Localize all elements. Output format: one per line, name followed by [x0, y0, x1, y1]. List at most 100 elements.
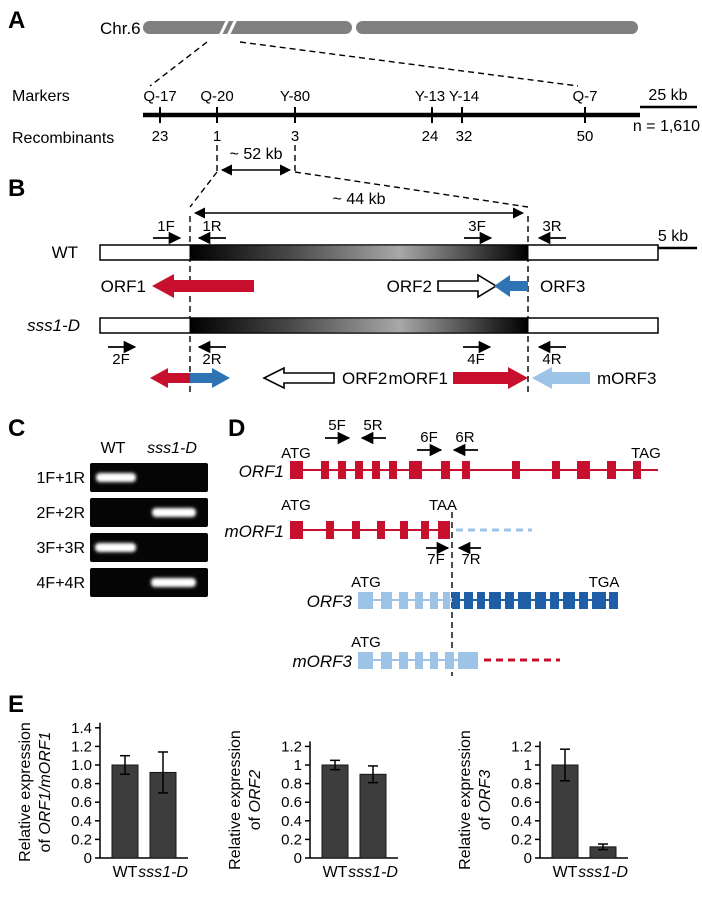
- recombinant-count: 32: [456, 128, 473, 145]
- primer-2f-label: 2F: [112, 351, 130, 368]
- morf3-start-codon: ATG: [351, 634, 381, 651]
- gel-col-wt: WT: [101, 440, 126, 457]
- primer-5f-label: 5F: [328, 417, 346, 434]
- chart2-ylabel-line1: Relative expression: [227, 730, 244, 870]
- gel-row-2: 2F+2R: [37, 498, 208, 527]
- marker-names: Q-17 Q-20 Y-80 Y-13 Y-14 Q-7: [143, 88, 597, 105]
- x-category-label: WT: [553, 864, 578, 881]
- recombinant-counts: 23 1 3 24 32 50: [152, 128, 594, 145]
- panel-d: D 5F 5R 6F 6R ATG TAG ORF1 ATG TAA mO: [225, 415, 661, 676]
- orf1-exons: [290, 461, 641, 479]
- gel-lane-image: [90, 568, 208, 597]
- primer-2r-label: 2R: [202, 351, 221, 368]
- recombinant-count: 24: [422, 128, 439, 145]
- markers-title: Markers: [12, 88, 70, 105]
- gel-row-label: 4F+4R: [37, 575, 85, 592]
- orf3-arrow: [494, 275, 528, 297]
- orf1-primers: 5F 5R 6F 6R: [325, 417, 478, 457]
- y-tick-label: 0: [524, 850, 532, 867]
- y-tick-label: 0: [294, 850, 302, 867]
- orf1-label: ORF1: [101, 277, 146, 296]
- orf2-label-mutant: ORF2: [342, 369, 387, 388]
- panel-a: A Chr.6 Markers Recombinants Q-17 Q-20 Y…: [8, 7, 700, 208]
- orf2-arrow-mutant: [262, 366, 335, 390]
- y-tick-label: 1.2: [511, 738, 532, 755]
- marker-name: Y-13: [415, 88, 445, 105]
- x-category-label: sss1-D: [578, 864, 628, 881]
- panel-c: C WT sss1-D 1F+1R 2F+2R 3F+3R 4F+4R: [8, 415, 208, 597]
- zoom-dashed-lines-a: [149, 41, 579, 87]
- morf1-arrow: [453, 367, 528, 389]
- gel-band-mutant: [152, 508, 196, 517]
- primer-3f-label: 3F: [468, 218, 486, 235]
- morf3-arrow: [532, 367, 590, 389]
- junction-blue-arrow: [190, 368, 230, 388]
- panel-c-label: C: [8, 415, 25, 442]
- marker-name: Y-14: [449, 88, 479, 105]
- panel-e: E Relative expression of ORF1/mORF1 Rela…: [8, 691, 628, 881]
- recombinants-title: Recombinants: [12, 130, 114, 147]
- y-tick-label: 0.6: [71, 794, 92, 811]
- primer-1r-label: 1R: [202, 218, 221, 235]
- primer-3r-label: 3R: [542, 218, 561, 235]
- x-category-label: sss1-D: [348, 864, 398, 881]
- y-tick-label: 1.4: [71, 720, 92, 737]
- orf3-exons-light: [358, 592, 450, 609]
- bar-sss1-D: [359, 773, 387, 859]
- bar-chart-orf3: 0 0.20.4 0.60.8 1 1.2 WT sss1-D: [511, 738, 628, 881]
- region-52kb-label: ~ 52 kb: [230, 146, 283, 163]
- gel-row-3: 3F+3R: [37, 533, 208, 562]
- bar-WT: [111, 764, 139, 859]
- gel-lane-image: [90, 498, 208, 527]
- y-tick-label: 0.2: [281, 831, 302, 848]
- morf1-exons: [290, 521, 450, 539]
- recombinant-count: 23: [152, 128, 169, 145]
- gel-lane-image: [90, 463, 208, 492]
- y-tick-label: 1.2: [71, 738, 92, 755]
- scale-5kb-label: 5 kb: [658, 228, 688, 245]
- y-tick-label: 0.4: [71, 813, 92, 830]
- mutant-primers: 2F 2R 4F 4R: [108, 340, 566, 368]
- recombinant-count: 50: [577, 128, 594, 145]
- gel-band-wt: [96, 473, 136, 482]
- y-tick-label: 0.8: [511, 776, 532, 793]
- primer-6f-label: 6F: [420, 429, 438, 446]
- gel-row-1: 1F+1R: [37, 463, 208, 492]
- recombinant-count: 3: [291, 128, 299, 145]
- marker-name: Q-17: [143, 88, 176, 105]
- primer-7r-label: 7R: [461, 551, 480, 568]
- chart1-ylabel-line1: Relative expression: [17, 722, 34, 862]
- x-category-label: sss1-D: [138, 864, 188, 881]
- y-tick-label: 0.2: [71, 831, 92, 848]
- x-category-label: WT: [323, 864, 348, 881]
- chromosome-bar-icon: [143, 16, 638, 39]
- y-tick-label: 1: [524, 757, 532, 774]
- marker-name: Q-7: [572, 88, 597, 105]
- morf3-exons: [358, 652, 478, 669]
- wt-primers: 1F 1R 3F 3R: [153, 218, 566, 245]
- orf1-stop-codon: TAG: [631, 445, 661, 462]
- y-tick-label: 0.8: [281, 776, 302, 793]
- orf1-arrow: [152, 274, 254, 298]
- chart3-ylabel-line2: of ORF3: [477, 770, 494, 831]
- y-tick-label: 0.6: [281, 794, 302, 811]
- y-tick-label: 0.8: [71, 776, 92, 793]
- y-tick-label: 0.4: [511, 813, 532, 830]
- gel-row-label: 3F+3R: [37, 540, 85, 557]
- morf1-stop-codon: TAA: [429, 497, 457, 514]
- y-tick-label: 1.2: [281, 738, 302, 755]
- morf1-start-codon: ATG: [281, 497, 311, 514]
- primer-1f-label: 1F: [157, 218, 175, 235]
- orf2-arrow-wt: [437, 273, 498, 299]
- panel-e-label: E: [8, 691, 24, 718]
- orf3-start-codon: ATG: [351, 574, 381, 591]
- population-size-label: n = 1,610: [633, 118, 700, 135]
- junction-red-arrow: [150, 368, 190, 388]
- y-tick-label: 0: [84, 850, 92, 867]
- orf1-gene-label: ORF1: [239, 462, 284, 481]
- marker-ticks: [159, 107, 586, 123]
- chart1-ylabel-line2: of ORF1/mORF1: [37, 732, 54, 853]
- chart3-ylabel-line1: Relative expression: [457, 730, 474, 870]
